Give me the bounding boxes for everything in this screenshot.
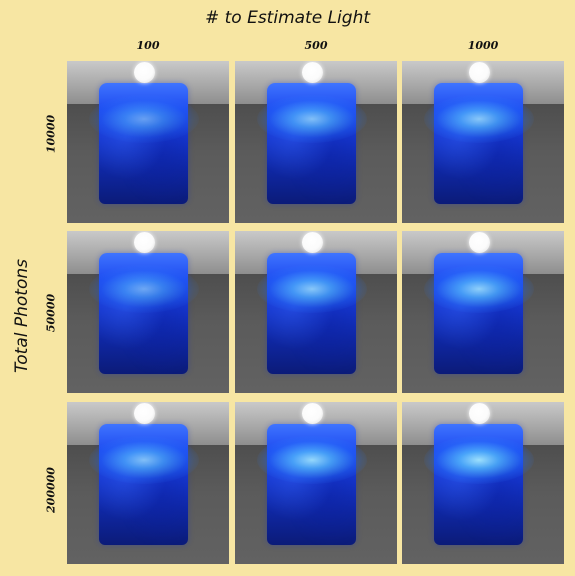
light-glow: [423, 436, 534, 484]
render-cell-200000-100: [67, 402, 229, 564]
light-bulb-icon: [469, 232, 490, 253]
blue-block: [256, 83, 367, 204]
light-glow: [256, 436, 367, 484]
light-glow: [423, 265, 534, 313]
light-glow: [88, 95, 199, 143]
blue-block: [88, 83, 199, 204]
light-glow: [256, 95, 367, 143]
light-bulb-icon: [134, 62, 155, 83]
render-cell-200000-500: [235, 402, 397, 564]
light-bulb-icon: [302, 62, 323, 83]
light-glow: [88, 265, 199, 313]
render-cell-10000-500: [235, 61, 397, 223]
light-glow: [423, 95, 534, 143]
light-bulb-icon: [302, 232, 323, 253]
y-axis-title: Total Photons: [12, 258, 32, 374]
column-label-500: 500: [304, 39, 328, 52]
render-cell-10000-100: [67, 61, 229, 223]
light-bulb-icon: [469, 403, 490, 424]
light-bulb-icon: [469, 62, 490, 83]
column-label-100: 100: [136, 39, 160, 52]
blue-block: [256, 424, 367, 545]
row-label-50000: 50000: [44, 293, 58, 333]
light-glow: [256, 265, 367, 313]
light-glow: [88, 436, 199, 484]
blue-block: [423, 253, 534, 374]
light-bulb-icon: [302, 403, 323, 424]
column-label-1000: 1000: [467, 39, 499, 52]
render-cell-200000-1000: [402, 402, 564, 564]
render-cell-50000-500: [235, 231, 397, 393]
figure-title: # to Estimate Light: [204, 8, 371, 28]
light-bulb-icon: [134, 232, 155, 253]
blue-block: [423, 424, 534, 545]
row-label-200000: 200000: [44, 467, 58, 513]
light-bulb-icon: [134, 403, 155, 424]
render-cell-50000-100: [67, 231, 229, 393]
render-cell-10000-1000: [402, 61, 564, 223]
blue-block: [423, 83, 534, 204]
blue-block: [88, 424, 199, 545]
blue-block: [256, 253, 367, 374]
render-cell-50000-1000: [402, 231, 564, 393]
row-label-10000: 10000: [44, 114, 58, 154]
blue-block: [88, 253, 199, 374]
